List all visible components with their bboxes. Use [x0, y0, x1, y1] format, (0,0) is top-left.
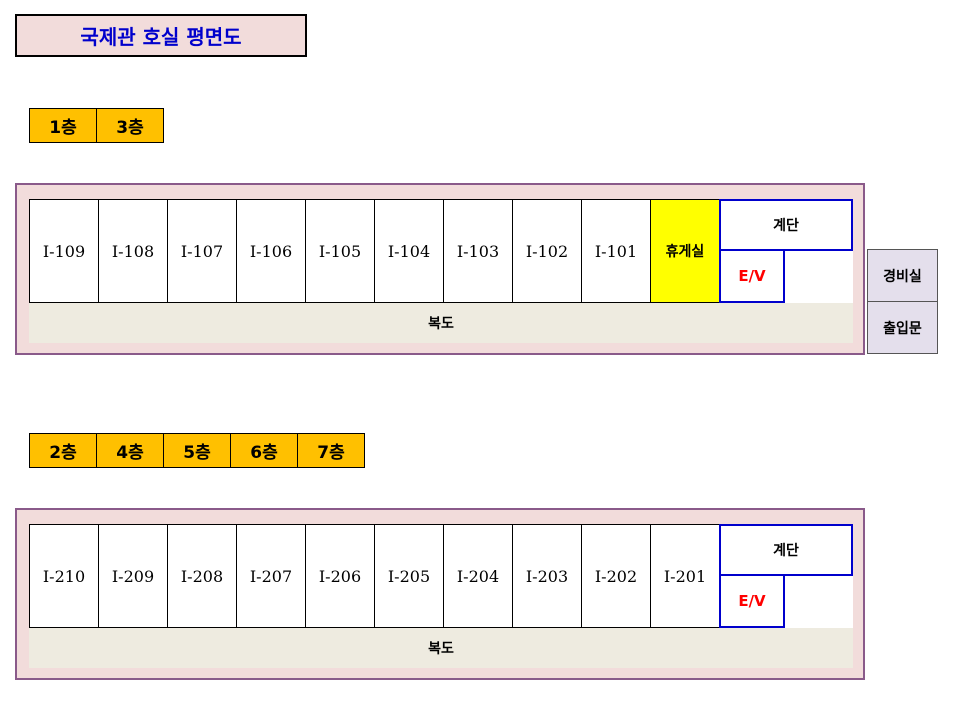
stair-area: 계단 E/V [719, 199, 853, 303]
room: I-208 [167, 524, 237, 628]
elevator: E/V [719, 249, 785, 303]
room: I-202 [581, 524, 651, 628]
room: I-210 [29, 524, 99, 628]
corridor: 복도 [29, 303, 853, 343]
floor-plan-2: I-210 I-209 I-208 I-207 I-206 I-205 I-20… [15, 508, 865, 680]
room: I-107 [167, 199, 237, 303]
room: I-205 [374, 524, 444, 628]
corridor: 복도 [29, 628, 853, 668]
room: I-101 [581, 199, 651, 303]
entrance: 출입문 [867, 301, 938, 354]
floor-plan-1: I-109 I-108 I-107 I-106 I-105 I-104 I-10… [15, 183, 865, 355]
floor-tabs-group-2: 2층 4층 5층 6층 7층 [29, 433, 365, 468]
floor-tab-3[interactable]: 3층 [96, 108, 164, 143]
floor-tab-7[interactable]: 7층 [297, 433, 365, 468]
elevator: E/V [719, 574, 785, 628]
room: I-109 [29, 199, 99, 303]
floor-tabs-group-1: 1층 3층 [29, 108, 164, 143]
floor-tab-5[interactable]: 5층 [163, 433, 231, 468]
room: I-106 [236, 199, 306, 303]
room: I-104 [374, 199, 444, 303]
room: I-206 [305, 524, 375, 628]
room: I-201 [650, 524, 720, 628]
guard-room: 경비실 [867, 249, 938, 302]
room: I-209 [98, 524, 168, 628]
room: I-204 [443, 524, 513, 628]
room: I-203 [512, 524, 582, 628]
stairs: 계단 [719, 524, 853, 576]
floor-tab-1[interactable]: 1층 [29, 108, 97, 143]
floor-tab-6[interactable]: 6층 [230, 433, 298, 468]
room: I-105 [305, 199, 375, 303]
room: I-103 [443, 199, 513, 303]
page-title: 국제관 호실 평면도 [15, 14, 307, 57]
room: I-108 [98, 199, 168, 303]
room: I-102 [512, 199, 582, 303]
floor-tab-4[interactable]: 4층 [96, 433, 164, 468]
floor-tab-2[interactable]: 2층 [29, 433, 97, 468]
stair-area: 계단 E/V [719, 524, 853, 628]
room: I-207 [236, 524, 306, 628]
stairs: 계단 [719, 199, 853, 251]
lounge-room: 휴게실 [650, 199, 720, 303]
